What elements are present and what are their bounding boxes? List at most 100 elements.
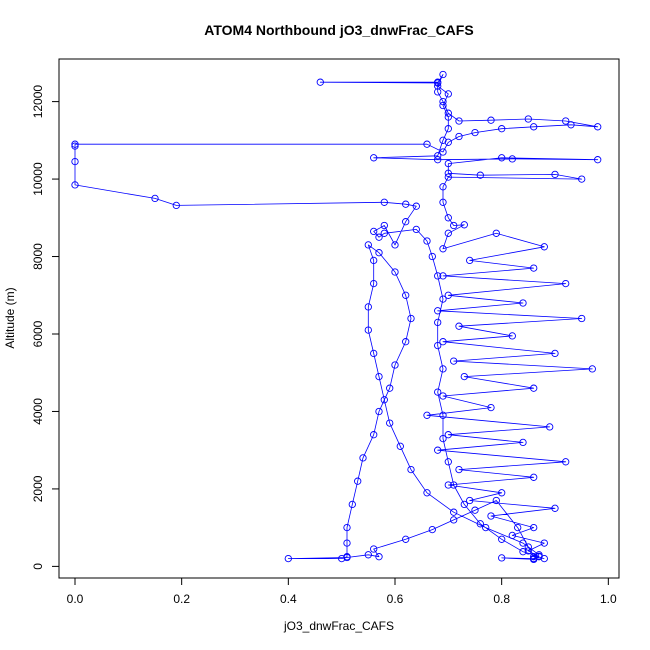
plot-frame — [58, 58, 620, 579]
plot-data — [71, 70, 602, 564]
data-point — [439, 136, 447, 144]
data-point — [370, 154, 378, 162]
data-point — [455, 132, 463, 141]
data-point — [412, 225, 420, 234]
data-point — [551, 170, 559, 179]
series-line — [74, 74, 599, 560]
data-point — [370, 349, 378, 358]
data-point — [455, 322, 463, 330]
data-point — [402, 200, 410, 208]
x-tick-label: 0.8 — [493, 592, 510, 606]
data-point — [151, 194, 159, 203]
data-point — [444, 458, 452, 466]
data-point — [530, 473, 538, 481]
data-point — [402, 338, 410, 346]
chart-title: ATOM4 Northbound jO3_dnwFrac_CAFS — [204, 22, 473, 38]
y-tick-label: 8000 — [31, 243, 45, 270]
x-tick-label: 0.4 — [280, 592, 297, 606]
data-point — [439, 101, 447, 110]
y-tick-label: 12000 — [31, 85, 45, 119]
data-point — [444, 109, 452, 117]
data-point — [71, 140, 79, 148]
data-point — [460, 221, 468, 229]
data-point — [508, 332, 516, 340]
data-point — [482, 523, 490, 532]
data-point — [530, 523, 538, 532]
data-point — [375, 249, 383, 257]
data-point — [343, 523, 351, 532]
data-point — [524, 547, 532, 555]
data-point — [370, 256, 378, 265]
data-point — [471, 506, 479, 514]
data-point — [444, 159, 452, 168]
data-point — [439, 295, 447, 303]
data-point — [439, 434, 447, 443]
data-point — [434, 388, 442, 396]
data-point — [540, 554, 548, 563]
data-point — [535, 551, 543, 559]
data-point — [396, 442, 404, 450]
data-point — [439, 97, 447, 106]
data-point — [71, 157, 79, 166]
data-point — [354, 477, 362, 485]
data-point — [370, 227, 378, 236]
x-tick-label: 0.6 — [387, 592, 404, 606]
data-point — [487, 512, 495, 520]
data-point — [391, 268, 399, 276]
data-point — [380, 221, 388, 230]
data-point — [530, 553, 538, 561]
data-point — [434, 307, 442, 315]
data-point — [343, 553, 351, 562]
data-point — [444, 90, 452, 98]
data-point — [364, 326, 372, 334]
data-point — [364, 551, 372, 559]
data-point — [439, 183, 447, 191]
data-point — [348, 500, 356, 509]
data-point — [375, 233, 383, 241]
data-point — [530, 123, 538, 131]
data-point — [439, 392, 447, 400]
data-point — [434, 82, 442, 90]
data-point — [498, 554, 506, 562]
data-point — [380, 396, 388, 404]
data-point — [370, 431, 378, 439]
y-axis: 0 2000 4000 6000 8000 10000 12000 — [31, 85, 59, 570]
data-point — [588, 365, 596, 373]
x-axis: 0.0 0.2 0.4 0.6 0.8 1.0 — [67, 578, 617, 606]
data-point — [439, 338, 447, 346]
data-point — [514, 523, 522, 532]
data-point — [460, 372, 468, 381]
data-point — [444, 173, 452, 181]
data-point — [338, 554, 346, 563]
data-point — [487, 116, 495, 124]
data-point — [498, 154, 506, 162]
data-point — [530, 384, 538, 392]
data-point — [370, 545, 378, 553]
data-point — [439, 198, 447, 206]
data-point — [487, 403, 495, 412]
data-point — [434, 79, 442, 87]
data-point — [375, 372, 383, 381]
x-tick-label: 0.2 — [173, 592, 190, 606]
data-point — [530, 264, 538, 272]
data-point — [578, 175, 586, 183]
data-point — [508, 155, 516, 163]
data-point — [546, 423, 554, 431]
data-point — [402, 291, 410, 299]
data-point — [562, 279, 570, 288]
data-point — [498, 125, 506, 133]
data-point — [444, 113, 452, 121]
x-tick-label: 0.0 — [67, 592, 84, 606]
data-point — [359, 454, 367, 462]
data-point — [434, 272, 442, 280]
data-point — [476, 520, 484, 528]
data-point — [594, 156, 602, 164]
data-point — [439, 70, 447, 79]
data-point — [471, 128, 479, 137]
x-axis-label: jO3_dnwFrac_CAFS — [283, 619, 394, 633]
data-point — [407, 314, 415, 323]
data-point — [434, 341, 442, 350]
data-point — [434, 446, 442, 454]
data-point — [519, 548, 527, 556]
